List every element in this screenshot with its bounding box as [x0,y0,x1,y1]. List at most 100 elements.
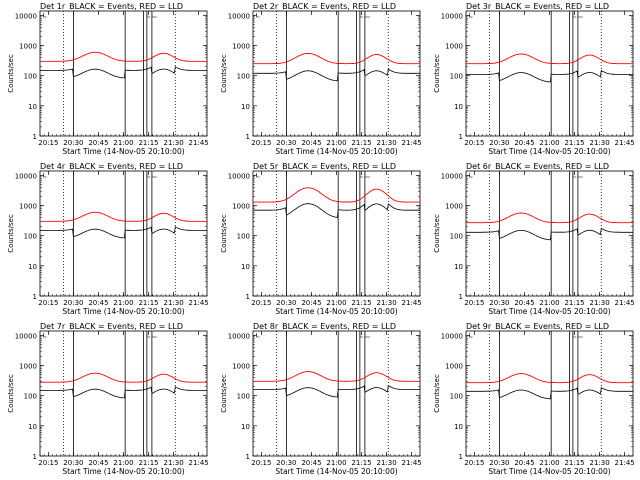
x-axis-label: Start Time (14-Nov-05 20:10:00) [488,307,610,316]
y-tick-label: 10000 [228,12,250,20]
interval-bracket [572,173,577,178]
chart-title-detector: Det 9r [466,322,492,331]
x-tick-label: 21:15 [138,459,158,467]
x-tick-label: 21:00 [539,299,559,307]
y-tick-label: 100 [450,73,463,81]
detector-chart: Det 1r BLACK = Events, RED = LLD 1 10 100 100… [7,2,209,156]
detector-chart: Det 7r BLACK = Events, RED = LLD 1 10 100 100… [7,322,209,476]
interval-bracket [577,333,583,338]
chart-title: Det 9r BLACK = Events, RED = LLD [466,322,609,331]
interval-bracket [364,13,370,18]
lld-series-line [253,187,420,203]
y-tick-label: 10 [241,103,250,111]
y-tick-label: 1 [246,293,250,301]
y-tick-label: 100 [450,233,463,241]
y-tick-label: 100 [24,393,37,401]
x-tick-label: 20:15 [464,139,484,147]
x-tick-label: 21:45 [615,299,635,307]
lld-series-line [253,52,420,65]
interval-bracket [469,13,473,18]
events-series-line [466,227,633,241]
x-tick-label: 21:00 [539,139,559,147]
interval-bracket [151,173,157,178]
y-tick-label: 1 [33,133,37,141]
x-axis-label: Start Time (14-Nov-05 20:10:00) [275,147,397,156]
detector-chart: Det 4r BLACK = Events, RED = LLD 1 10 100 100… [7,162,209,316]
chart-title: Det 8r BLACK = Events, RED = LLD [253,322,396,331]
detector-chart: Det 8r BLACK = Events, RED = LLD 1 10 100 100… [220,322,422,476]
chart-title: Det 6r BLACK = Events, RED = LLD [466,162,609,171]
interval-bracket [364,333,370,338]
chart-title-legend: BLACK = Events, RED = LLD [282,322,396,331]
x-tick-label: 21:30 [590,459,610,467]
y-tick-label: 10000 [15,12,37,20]
interval-bracket [256,173,260,178]
interval-bracket [469,333,473,338]
x-tick-label: 20:45 [514,299,534,307]
y-tick-label: 10000 [15,172,37,180]
detector-panel: Det 2r BLACK = Events, RED = LLD 1 10 100 100… [213,0,426,160]
plot-frame [39,10,208,137]
detector-panel: Det 7r BLACK = Events, RED = LLD 1 10 100 100… [0,320,213,480]
x-tick-label: 21:45 [402,139,422,147]
x-tick-label: 20:15 [38,139,58,147]
y-tick-label: 1000 [232,363,250,371]
y-tick-label: 10 [241,263,250,271]
x-tick-label: 20:30 [489,139,509,147]
x-tick-label: 20:30 [276,139,296,147]
y-axis-label: Counts/sec [220,214,228,253]
detector-chart: Det 2r BLACK = Events, RED = LLD 1 10 100 100… [220,2,422,156]
y-tick-label: 10000 [441,172,463,180]
events-series-line [466,387,633,400]
x-tick-label: 20:30 [63,299,83,307]
plot-frame [252,10,421,137]
x-axis-label: Start Time (14-Nov-05 20:10:00) [62,147,184,156]
x-tick-label: 20:15 [251,139,271,147]
x-tick-label: 20:30 [63,139,83,147]
interval-bracket [146,173,151,178]
x-tick-label: 20:30 [63,459,83,467]
chart-title-legend: BLACK = Events, RED = LLD [495,162,609,171]
detector-chart: Det 3r BLACK = Events, RED = LLD 1 10 100 100… [433,2,635,156]
lld-series-line [40,51,207,62]
lld-series-line [40,211,207,222]
y-axis-label: Counts/sec [7,374,15,413]
x-tick-label: 20:45 [301,299,321,307]
y-tick-label: 100 [450,393,463,401]
x-tick-label: 21:00 [113,139,133,147]
y-tick-label: 1 [246,133,250,141]
detector-panel: Det 1r BLACK = Events, RED = LLD 1 10 100 100… [0,0,213,160]
y-tick-label: 10 [28,263,37,271]
detector-panel: Det 3r BLACK = Events, RED = LLD 1 10 100 100… [426,0,639,160]
interval-bracket [256,333,260,338]
chart-title-legend: BLACK = Events, RED = LLD [282,162,396,171]
x-tick-label: 21:00 [113,459,133,467]
plot-frame [39,170,208,297]
x-tick-label: 21:15 [564,459,584,467]
x-axis-label: Start Time (14-Nov-05 20:10:00) [275,467,397,476]
x-axis-label: Start Time (14-Nov-05 20:10:00) [62,307,184,316]
plot-frame [465,330,634,457]
interval-bracket [359,173,364,178]
x-tick-label: 21:00 [539,459,559,467]
chart-title-legend: BLACK = Events, RED = LLD [495,2,609,11]
y-tick-label: 1000 [445,203,463,211]
y-tick-label: 1 [459,453,463,461]
x-tick-label: 20:15 [38,459,58,467]
x-tick-label: 20:15 [251,459,271,467]
y-tick-label: 1 [459,133,463,141]
detector-chart: Det 9r BLACK = Events, RED = LLD 1 10 100 100… [433,322,635,476]
plot-frame [252,170,421,297]
interval-bracket [256,13,260,18]
x-tick-label: 21:30 [590,139,610,147]
events-series-line [40,226,207,239]
x-tick-label: 21:15 [138,299,158,307]
y-tick-label: 1000 [19,363,37,371]
y-tick-label: 1000 [232,43,250,51]
x-tick-label: 21:30 [377,459,397,467]
y-tick-label: 10000 [441,332,463,340]
lld-series-line [466,373,633,384]
x-tick-label: 20:15 [38,299,58,307]
interval-bracket [359,13,364,18]
